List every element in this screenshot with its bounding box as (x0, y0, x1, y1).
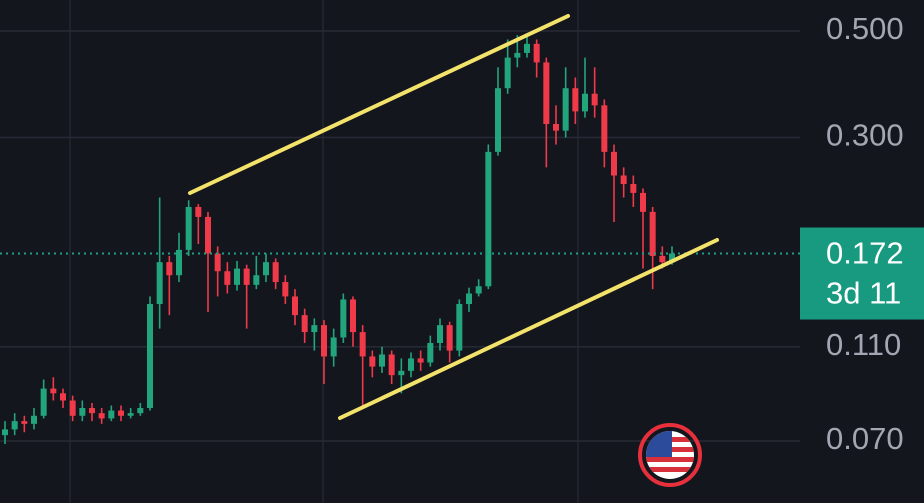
candle-body (427, 342, 434, 363)
y-tick-label: 0.110 (826, 327, 901, 362)
candle-body (369, 356, 376, 367)
candle-body (485, 151, 492, 287)
candle-body (185, 206, 192, 250)
countdown-label: 3d 11 (826, 276, 901, 311)
grid (0, 30, 800, 442)
candle-body (11, 421, 18, 430)
candle-body (630, 184, 637, 193)
candle-body (330, 337, 337, 357)
candle-body (359, 332, 366, 357)
candle-body (243, 268, 250, 285)
y-tick-label: 0.070 (826, 421, 904, 456)
candle-body (282, 282, 289, 297)
flag (646, 431, 694, 479)
candle-body (514, 52, 521, 58)
candle-body (408, 358, 414, 371)
candle-body (524, 43, 530, 53)
time-grid (69, 0, 579, 503)
candle-body (543, 62, 550, 125)
trend-lines (188, 14, 719, 420)
candle-body (601, 105, 608, 152)
candle-body (456, 304, 463, 351)
y-tick-label: 0.300 (826, 118, 904, 153)
candle-body (649, 211, 656, 256)
candle-body (31, 415, 37, 424)
candle-body (379, 354, 385, 367)
candle-body (40, 388, 47, 416)
candle-body (127, 413, 134, 416)
candle-body (611, 151, 617, 176)
candle-body (60, 393, 66, 401)
candle-body (50, 388, 57, 394)
candle-body (263, 262, 269, 276)
candle-body (69, 400, 76, 416)
candle-body (205, 216, 211, 254)
flag-badge (638, 423, 702, 487)
candle-body (533, 43, 540, 63)
candle-body (253, 275, 260, 285)
candle-body (176, 249, 182, 276)
candle-body (21, 421, 28, 424)
candle-body (475, 286, 482, 294)
candle-body (195, 206, 202, 217)
lower-trend-line (338, 238, 719, 420)
candle-body (669, 253, 675, 263)
candle-body (224, 271, 231, 285)
candle-body (417, 358, 424, 363)
candle-body (640, 192, 646, 212)
candle-body (2, 429, 8, 436)
candle-body (118, 410, 124, 416)
candle-body (591, 93, 598, 106)
candle-body (234, 268, 240, 285)
candle-body (311, 325, 318, 333)
flag-ring (638, 423, 702, 487)
candle-body (659, 255, 666, 263)
candle-body (98, 413, 105, 419)
candle-body (504, 57, 511, 89)
candle-body (79, 408, 86, 416)
candle-body (108, 410, 115, 419)
candle-body (156, 262, 163, 305)
candle-body (214, 253, 221, 272)
candle-body (166, 262, 173, 276)
upper-trend-line (188, 14, 570, 195)
candle-body (321, 325, 327, 357)
candle-body (572, 88, 579, 112)
candle-body (620, 175, 627, 185)
candle-body (553, 124, 559, 131)
candle-body (340, 299, 347, 338)
candle-body (272, 262, 279, 283)
candle-body (137, 408, 144, 414)
y-tick-label: 0.500 (826, 11, 904, 46)
candle-body (437, 325, 443, 343)
candle-body (466, 293, 472, 305)
last-price-label: 0.172 (826, 236, 904, 271)
candle-body (388, 354, 395, 376)
last-price-box (800, 227, 924, 320)
candle-body (301, 315, 308, 333)
candle-body (147, 304, 153, 409)
candle-body (582, 93, 588, 112)
candle-body (495, 88, 501, 152)
candle-body (446, 325, 453, 351)
candle-body (398, 370, 405, 376)
candle-body (350, 299, 356, 333)
candle-body (292, 296, 298, 316)
candle-body (89, 408, 95, 414)
candle-body (562, 88, 569, 131)
price-axis: 0.500 0.300 0.110 0.070 0.172 3d 11 (800, 11, 924, 456)
candles (0, 33, 800, 445)
